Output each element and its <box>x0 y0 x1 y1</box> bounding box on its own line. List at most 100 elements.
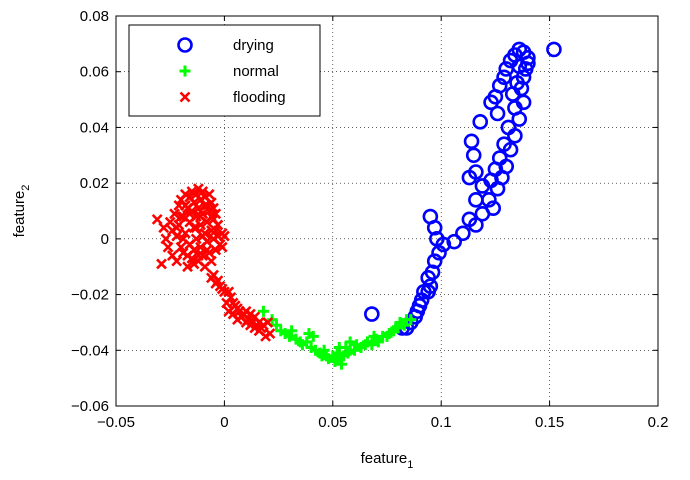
data-points <box>151 41 562 370</box>
flooding-point <box>199 200 211 211</box>
legend-label-normal: normal <box>233 63 279 80</box>
drying-point <box>446 233 463 250</box>
normal-point <box>333 342 345 353</box>
flooding-point <box>175 211 187 222</box>
drying-point <box>496 69 512 86</box>
flooding-point <box>188 222 200 234</box>
flooding-point <box>171 230 183 242</box>
drying-point <box>489 105 506 122</box>
y-tick-label: 0.02 <box>80 175 109 192</box>
normal-point <box>286 325 298 337</box>
drying-point <box>507 127 523 144</box>
flooding-point <box>210 225 222 236</box>
flooding-point <box>205 211 217 222</box>
drying-point <box>546 41 562 58</box>
flooding-point <box>216 241 228 253</box>
x-tick-label: 0.05 <box>318 414 347 431</box>
flooding-point <box>182 261 193 273</box>
flooding-point <box>195 211 206 222</box>
plot-frame <box>115 15 659 407</box>
y-tick-label: 0.04 <box>80 119 109 136</box>
x-axis-label: feature1 <box>361 450 414 471</box>
flooding-point <box>188 258 200 270</box>
drying-point <box>472 114 489 130</box>
flooding-point <box>218 230 230 242</box>
normal-point <box>303 328 315 340</box>
drying-point <box>517 61 534 77</box>
drying-point <box>461 169 478 186</box>
y-tick-label: −0.02 <box>71 287 109 304</box>
x-tick-label: 0 <box>220 414 228 431</box>
normal-point <box>366 339 378 351</box>
x-tick-label: 0.15 <box>535 414 564 431</box>
series-drying <box>364 41 562 336</box>
legend-label-drying: drying <box>233 37 274 54</box>
y-tick-label: −0.04 <box>71 342 109 359</box>
drying-point <box>474 178 491 194</box>
y-tick-label: 0 <box>101 231 109 248</box>
normal-point <box>331 347 343 359</box>
legend: drying normal flooding <box>128 24 321 117</box>
flooding-point <box>205 255 217 267</box>
drying-point <box>474 205 491 222</box>
drying-point <box>431 244 447 261</box>
x-tick-label: 0.2 <box>648 414 669 431</box>
drying-point <box>502 141 519 158</box>
y-tick-label: 0.06 <box>80 64 109 81</box>
drying-point <box>511 111 528 127</box>
legend-marker-drying <box>177 37 193 53</box>
normal-point <box>283 330 295 342</box>
normal-point <box>372 336 384 348</box>
flooding-point <box>203 188 215 200</box>
flooding-point <box>240 305 252 317</box>
legend-item-normal: normal <box>179 63 279 80</box>
drying-point <box>435 236 452 253</box>
normal-point <box>398 319 410 331</box>
normal-point <box>320 350 332 362</box>
y-axis-label: feature2 <box>11 185 32 238</box>
flooding-point <box>190 222 202 234</box>
flooding-point <box>197 230 209 242</box>
legend-marker-normal <box>179 65 191 77</box>
normal-point <box>301 336 313 348</box>
normal-point <box>368 330 380 342</box>
flooding-point <box>192 250 204 261</box>
drying-point <box>364 306 380 322</box>
flooding-point <box>182 250 193 261</box>
x-tick-label: −0.05 <box>97 414 135 431</box>
flooding-point <box>184 208 196 220</box>
series-normal <box>257 305 417 370</box>
flooding-point <box>201 244 213 256</box>
legend-label-flooding: flooding <box>233 89 286 106</box>
drying-point <box>468 217 484 233</box>
drying-point <box>489 180 506 197</box>
normal-point <box>390 322 402 334</box>
normal-point <box>335 358 347 370</box>
drying-point <box>465 147 482 164</box>
drying-point <box>426 253 443 269</box>
drying-point <box>483 94 499 111</box>
flooding-point <box>231 314 243 326</box>
y-tick-label: 0.08 <box>80 8 109 25</box>
flooding-point <box>262 317 274 328</box>
drying-point <box>426 219 443 236</box>
legend-item-drying: drying <box>177 37 274 54</box>
normal-point <box>318 344 330 356</box>
normal-point <box>257 305 269 317</box>
legend-box <box>128 24 321 117</box>
x-tick-label: 0.1 <box>431 414 452 431</box>
flooding-point <box>169 208 180 220</box>
axis-ticks: −0.05 0 0.05 0.1 0.15 0.2 −0.06 −0.04 −0.02 0 0.02… <box>71 8 668 431</box>
series-flooding <box>151 183 276 342</box>
flooding-point <box>151 213 163 225</box>
drying-point <box>468 192 484 208</box>
drying-point <box>455 225 471 242</box>
flooding-point <box>162 241 174 253</box>
flooding-point <box>260 330 272 342</box>
flooding-point <box>171 255 183 267</box>
normal-point <box>348 344 360 356</box>
flooding-point <box>177 233 189 245</box>
flooding-point <box>160 233 172 245</box>
